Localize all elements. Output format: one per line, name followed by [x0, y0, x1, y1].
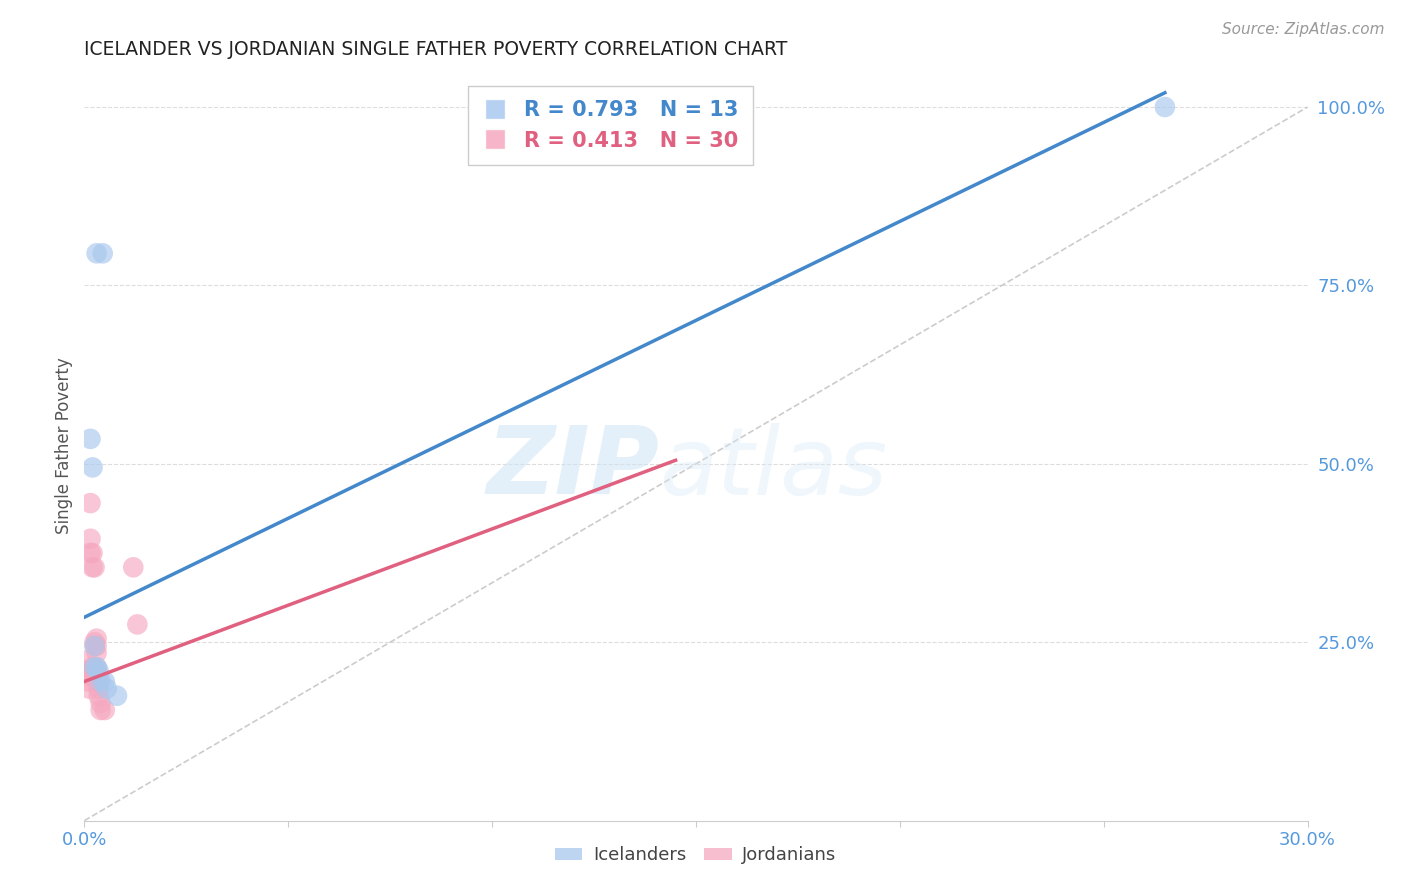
Point [87, 681, 110, 696]
Point [83, 560, 105, 574]
Point [87, 689, 110, 703]
Point [79, 546, 101, 560]
Point [82, 667, 104, 681]
Point [86, 646, 108, 660]
Point [83, 635, 105, 649]
Point [122, 560, 145, 574]
Point [96, 681, 118, 696]
Y-axis label: Single Father Poverty: Single Father Poverty [55, 358, 73, 534]
Point [86, 632, 108, 646]
Point [82, 460, 104, 475]
Point [90, 674, 112, 689]
Point [75, 664, 97, 678]
Point [87, 674, 110, 689]
Point [90, 703, 112, 717]
Legend: Icelanders, Jordanians: Icelanders, Jordanians [548, 839, 844, 871]
Point [83, 639, 105, 653]
Point [90, 696, 112, 710]
Text: ZIP: ZIP [486, 423, 659, 515]
Point [87, 664, 110, 678]
Point [86, 660, 108, 674]
Point [93, 674, 115, 689]
Point [82, 546, 104, 560]
Text: atlas: atlas [659, 423, 887, 514]
Point [82, 660, 104, 674]
Point [105, 689, 128, 703]
Point [79, 532, 101, 546]
Point [79, 432, 101, 446]
Point [77, 667, 100, 681]
Point [86, 674, 108, 689]
Point [86, 660, 108, 674]
Point [91, 246, 114, 260]
Text: ICELANDER VS JORDANIAN SINGLE FATHER POVERTY CORRELATION CHART: ICELANDER VS JORDANIAN SINGLE FATHER POV… [84, 39, 787, 59]
Point [77, 681, 100, 696]
Point [76, 653, 98, 667]
Point [79, 496, 101, 510]
Text: Source: ZipAtlas.com: Source: ZipAtlas.com [1222, 22, 1385, 37]
Point [1154, 100, 1177, 114]
Point [86, 667, 108, 681]
Point [83, 639, 105, 653]
Point [93, 703, 115, 717]
Point [83, 660, 105, 674]
Point [127, 617, 149, 632]
Point [87, 667, 110, 681]
Point [86, 639, 108, 653]
Point [77, 674, 100, 689]
Point [86, 246, 108, 260]
Point [82, 560, 104, 574]
